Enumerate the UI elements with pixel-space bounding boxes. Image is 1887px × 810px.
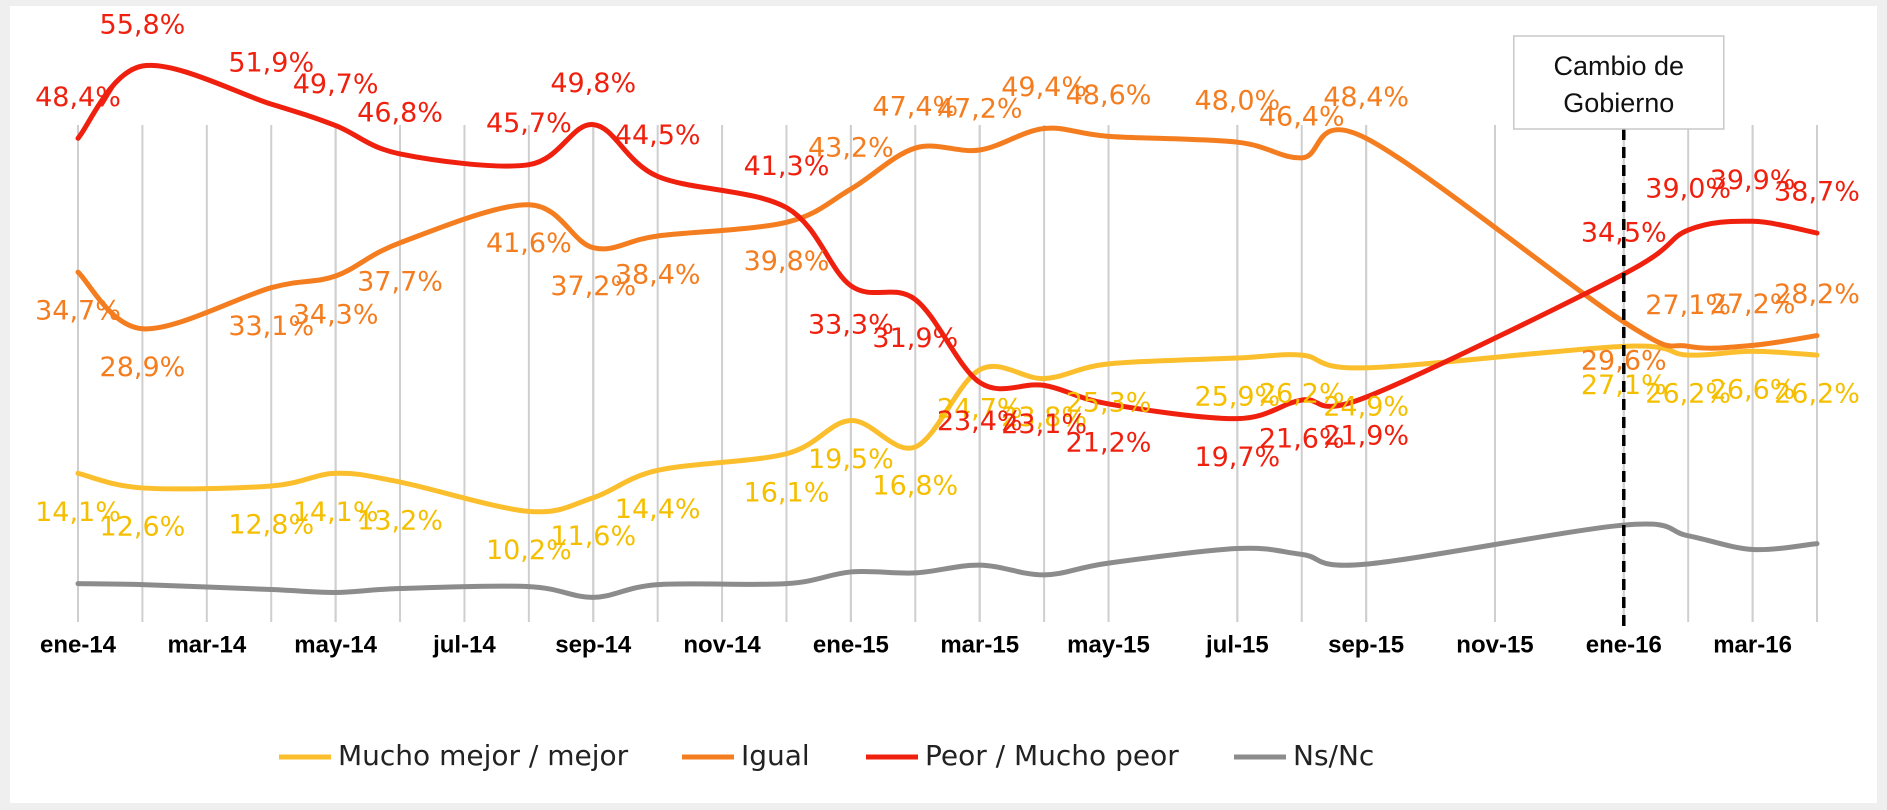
x-tick-label: mar-14 [167,631,246,658]
x-tick-label: may-14 [294,631,377,658]
x-tick-label: ene-14 [40,631,117,658]
data-label: 38,4% [615,259,701,290]
labels: ene-14 mar-14 may-14 jul-14 sep-14 nov-14 ene-… [35,10,1860,772]
data-label: 46,4% [1259,101,1345,132]
data-label: 26,2% [1645,379,1731,410]
series-line [75,125,1820,351]
data-label: 49,4% [1001,72,1087,103]
data-label: 19,5% [808,444,894,475]
x-tick-label: jul-14 [432,631,496,658]
data-label: 34,5% [1581,218,1667,249]
data-label: 49,8% [550,68,636,99]
data-label: 55,8% [100,10,186,41]
data-label: 12,6% [100,511,186,542]
data-label: 26,2% [1259,379,1345,410]
data-label: 34,3% [293,300,379,331]
data-label: 21,6% [1259,424,1345,455]
x-tick-label: ene-15 [813,631,889,658]
x-tick-label: nov-14 [683,631,761,658]
data-label: 46,8% [357,97,443,128]
data-label: 23,1% [1001,409,1087,440]
data-label: 47,4% [872,92,958,123]
data-label: 24,9% [1323,391,1409,422]
data-label: 14,1% [35,497,121,528]
data-label: 26,6% [1710,375,1796,406]
series-line [75,62,1820,422]
data-label: 25,9% [1194,382,1280,413]
x-tick-label: mar-15 [940,631,1019,658]
data-label: 43,2% [808,133,894,164]
lines [75,62,1820,600]
legend-label: Ns/Nc [1293,739,1374,772]
data-label: 41,3% [744,151,830,182]
data-label: 27,2% [1710,289,1796,320]
data-label: 39,8% [744,246,830,277]
legend-label: Igual [741,739,810,772]
data-label: 39,0% [1645,174,1731,205]
data-label: 48,4% [35,82,121,113]
data-label: 28,9% [100,352,186,383]
data-label: 14,1% [293,497,379,528]
annotation-box [1513,35,1725,130]
annotation-text: Gobierno [1563,88,1674,118]
data-label: 11,6% [550,521,636,552]
chart-area [10,6,1877,803]
series-line [75,343,1820,515]
data-label: 16,1% [744,477,830,508]
grid [77,125,1818,622]
data-label: 16,8% [872,470,958,501]
data-label: 23,8% [1001,402,1087,433]
data-label: 27,1% [1645,290,1731,321]
data-label: 49,7% [293,69,379,100]
data-label: 25,3% [1066,387,1152,418]
data-label: 29,6% [1581,345,1667,376]
data-label: 26,2% [1774,379,1860,410]
data-label: 21,2% [1066,427,1152,458]
data-label: 34,7% [35,296,121,327]
data-label: 41,6% [486,228,572,259]
x-tick-label: ene-16 [1586,631,1662,658]
data-label: 48,6% [1066,80,1152,111]
data-label: 19,7% [1194,442,1280,473]
x-tick-label: nov-15 [1456,631,1533,658]
data-label: 51,9% [228,48,314,79]
data-label: 10,2% [486,535,572,566]
data-label: 14,4% [615,494,701,525]
x-tick-label: mar-16 [1713,631,1792,658]
data-label: 44,5% [615,120,701,151]
data-label: 24,7% [937,393,1023,424]
data-label: 39,9% [1710,165,1796,196]
data-label: 33,3% [808,309,894,340]
x-tick-label: may-15 [1067,631,1150,658]
data-label: 28,2% [1774,279,1860,310]
data-label: 47,2% [937,94,1023,125]
data-label: 21,9% [1323,421,1409,452]
data-label: 31,9% [872,323,958,354]
data-label: 38,7% [1774,177,1860,208]
data-label: 23,4% [937,406,1023,437]
x-tick-label: sep-14 [555,631,632,658]
data-label: 37,7% [357,266,443,297]
data-label: 27,1% [1581,370,1667,401]
x-tick-label: jul-15 [1205,631,1269,658]
data-label: 37,2% [550,271,636,302]
data-label: 13,2% [357,506,443,537]
annotation-text: Cambio de [1553,51,1684,81]
data-label: 33,1% [228,311,314,342]
x-tick-label: sep-15 [1328,631,1404,658]
data-label: 45,7% [486,108,572,139]
legend-label: Mucho mejor / mejor [338,739,629,772]
data-label: 12,8% [228,509,314,540]
series-line [75,521,1820,600]
data-label: 48,4% [1323,82,1409,113]
legend-label: Peor / Mucho peor [925,739,1179,772]
data-label: 48,0% [1194,86,1280,117]
